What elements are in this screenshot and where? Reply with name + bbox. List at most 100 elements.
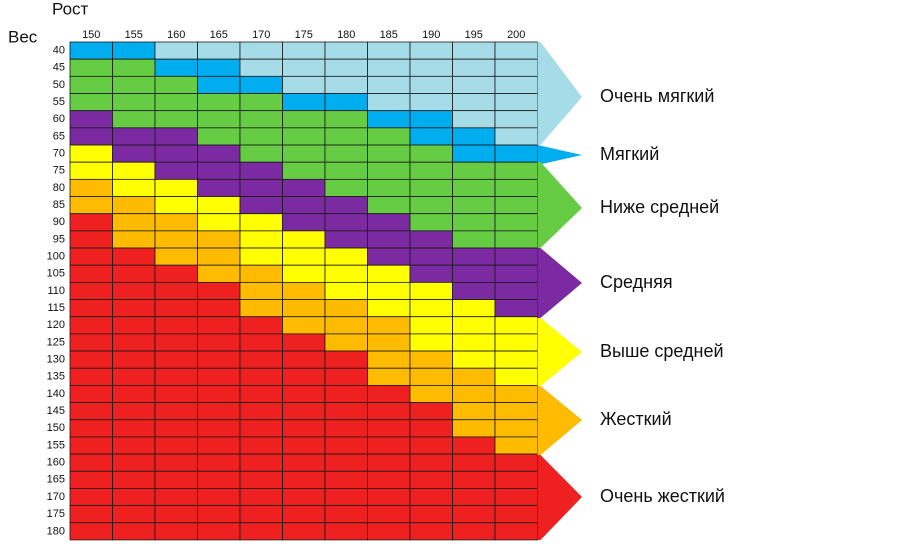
cell — [239, 178, 283, 197]
cell — [452, 436, 496, 455]
cell — [409, 161, 453, 180]
cell — [112, 505, 156, 524]
cell — [282, 196, 326, 215]
cell — [409, 333, 453, 352]
cell — [69, 127, 113, 146]
cell — [409, 316, 453, 335]
cell — [494, 453, 538, 472]
cell — [452, 470, 496, 489]
cell — [282, 230, 326, 249]
cell — [239, 505, 283, 524]
cell — [197, 281, 241, 300]
cell — [239, 41, 283, 60]
cell — [197, 230, 241, 249]
cell — [324, 247, 368, 266]
weight-value: 55 — [53, 96, 65, 108]
cell — [282, 384, 326, 403]
cell — [409, 402, 453, 421]
cell — [324, 436, 368, 455]
cell — [154, 436, 198, 455]
cell — [112, 384, 156, 403]
cell — [69, 299, 113, 318]
cell — [239, 367, 283, 386]
cell — [494, 505, 538, 524]
cell — [409, 522, 453, 541]
cell — [367, 247, 411, 266]
cell — [239, 453, 283, 472]
cell — [69, 488, 113, 506]
cell — [69, 178, 113, 197]
cell — [112, 230, 156, 249]
cell — [282, 127, 326, 146]
cell — [69, 75, 113, 94]
weight-value: 175 — [47, 508, 65, 520]
cell — [69, 436, 113, 455]
cell — [409, 436, 453, 455]
weight-value: 75 — [53, 165, 65, 177]
cell — [494, 161, 538, 180]
cell — [197, 419, 241, 438]
cell — [69, 281, 113, 300]
cell — [494, 196, 538, 215]
cell — [112, 161, 156, 180]
cell — [69, 58, 113, 77]
cell — [282, 161, 326, 180]
cell — [154, 230, 198, 249]
cell — [69, 161, 113, 180]
cell — [112, 436, 156, 455]
cell — [197, 299, 241, 318]
cell — [197, 247, 241, 266]
category-arrow — [537, 248, 582, 318]
category-arrow — [537, 162, 582, 248]
cell — [239, 436, 283, 455]
height-value: 200 — [507, 29, 525, 41]
cell — [239, 110, 283, 129]
cell — [112, 470, 156, 489]
cell — [112, 93, 156, 112]
weight-value: 180 — [47, 525, 65, 537]
cell — [154, 505, 198, 524]
cell — [197, 75, 241, 94]
cell — [112, 453, 156, 472]
cell — [154, 419, 198, 438]
cell — [282, 316, 326, 335]
category-arrow — [537, 318, 582, 386]
cell — [154, 333, 198, 352]
cell — [324, 453, 368, 472]
cell — [494, 470, 538, 489]
cell — [154, 453, 198, 472]
cell — [112, 281, 156, 300]
cell — [154, 93, 198, 112]
cell — [324, 316, 368, 335]
cell — [409, 58, 453, 77]
cell — [239, 522, 283, 541]
cell — [409, 505, 453, 524]
cell — [154, 350, 198, 369]
weight-value: 150 — [47, 422, 65, 434]
cell — [367, 178, 411, 197]
cell — [197, 384, 241, 403]
weight-value: 80 — [53, 182, 65, 194]
cell — [452, 402, 496, 421]
height-value: 190 — [422, 29, 440, 41]
cell — [367, 213, 411, 232]
cell — [452, 453, 496, 472]
cell — [494, 127, 538, 146]
cell — [154, 247, 198, 266]
weight-value: 130 — [47, 354, 65, 366]
cell — [324, 402, 368, 421]
cell — [324, 230, 368, 249]
cell — [69, 333, 113, 352]
cell — [154, 127, 198, 146]
cell — [282, 213, 326, 232]
cell — [409, 41, 453, 60]
cell — [367, 402, 411, 421]
cell — [154, 402, 198, 421]
cell — [494, 419, 538, 438]
cell — [239, 402, 283, 421]
cell — [452, 110, 496, 129]
cell — [452, 384, 496, 403]
cell — [324, 350, 368, 369]
cell — [409, 247, 453, 266]
cell — [282, 453, 326, 472]
